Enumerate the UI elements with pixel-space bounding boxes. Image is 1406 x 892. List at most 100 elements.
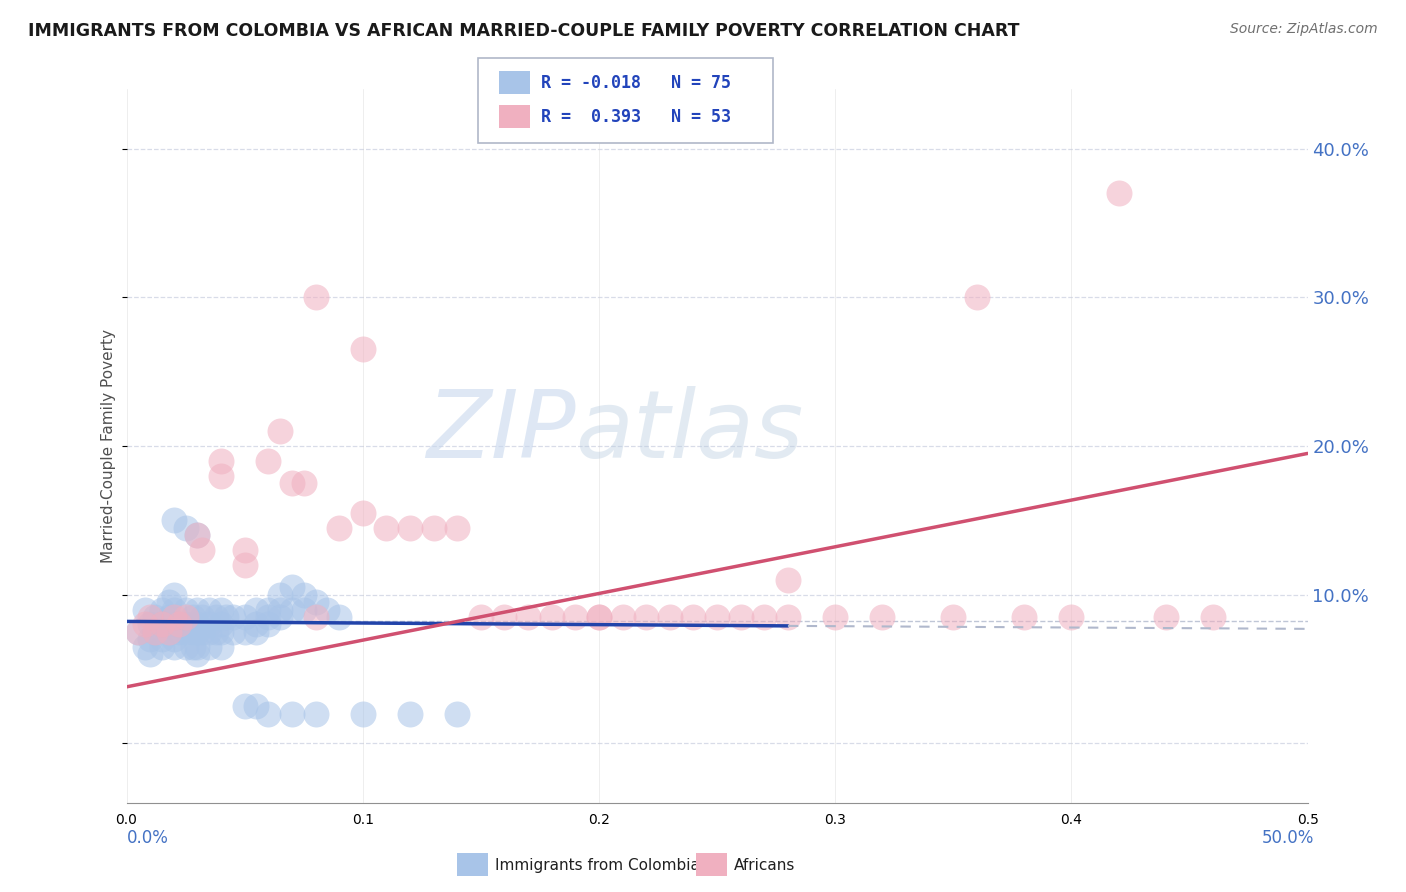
Point xyxy=(198,624,221,639)
Point xyxy=(139,632,162,647)
Point xyxy=(167,624,190,639)
Point xyxy=(198,617,221,632)
Point xyxy=(470,610,492,624)
Point xyxy=(134,602,156,616)
Point xyxy=(134,617,156,632)
Point xyxy=(209,454,232,468)
Point xyxy=(281,476,304,491)
Point xyxy=(245,617,267,632)
Point xyxy=(269,602,291,616)
Point xyxy=(281,602,304,616)
Point xyxy=(186,528,208,542)
Point xyxy=(269,424,291,438)
Point xyxy=(245,602,267,616)
Point xyxy=(186,602,208,616)
Point xyxy=(233,699,256,714)
Point xyxy=(588,610,610,624)
Point xyxy=(399,706,422,721)
Point xyxy=(127,624,149,639)
Point xyxy=(352,706,374,721)
Point xyxy=(257,602,280,616)
Point xyxy=(292,588,315,602)
Point xyxy=(269,610,291,624)
Text: atlas: atlas xyxy=(575,386,804,477)
Point xyxy=(157,610,180,624)
Point xyxy=(612,610,634,624)
Point xyxy=(1012,610,1035,624)
Point xyxy=(257,454,280,468)
Point xyxy=(942,610,965,624)
Point xyxy=(754,610,776,624)
Point xyxy=(163,632,186,647)
Point xyxy=(966,290,988,304)
Text: 50.0%: 50.0% xyxy=(1263,829,1315,847)
Point xyxy=(174,640,197,654)
Point xyxy=(824,610,846,624)
Point xyxy=(174,521,197,535)
Point xyxy=(222,624,245,639)
Point xyxy=(233,624,256,639)
Point xyxy=(150,617,173,632)
Point xyxy=(191,543,214,558)
Point xyxy=(163,602,186,616)
Point xyxy=(257,617,280,632)
Point xyxy=(191,610,214,624)
Point xyxy=(540,610,562,624)
Point xyxy=(706,610,728,624)
Point xyxy=(222,610,245,624)
Text: 0.0%: 0.0% xyxy=(127,829,169,847)
Point xyxy=(281,706,304,721)
Point xyxy=(304,610,326,624)
Text: ZIP: ZIP xyxy=(426,386,575,477)
Text: Africans: Africans xyxy=(734,858,796,872)
Point xyxy=(245,624,267,639)
Point xyxy=(139,617,162,632)
Point xyxy=(174,624,197,639)
Point xyxy=(1202,610,1225,624)
Text: R = -0.018   N = 75: R = -0.018 N = 75 xyxy=(541,74,731,92)
Point xyxy=(257,706,280,721)
Point xyxy=(181,640,204,654)
Point xyxy=(352,506,374,520)
Point xyxy=(157,595,180,609)
Point xyxy=(658,610,681,624)
Point xyxy=(143,610,166,624)
Point xyxy=(446,706,468,721)
Point xyxy=(636,610,658,624)
Point xyxy=(163,640,186,654)
Point xyxy=(269,588,291,602)
Point xyxy=(375,521,398,535)
Point xyxy=(233,558,256,572)
Point xyxy=(191,624,214,639)
Point xyxy=(776,573,799,587)
Point xyxy=(209,640,232,654)
Point xyxy=(205,610,228,624)
Point xyxy=(205,624,228,639)
Point xyxy=(233,610,256,624)
Point xyxy=(292,476,315,491)
Point xyxy=(209,624,232,639)
Point xyxy=(186,528,208,542)
Point xyxy=(588,610,610,624)
Point xyxy=(281,580,304,594)
Point xyxy=(304,706,326,721)
Point xyxy=(245,699,267,714)
Point xyxy=(1154,610,1177,624)
Point xyxy=(150,617,173,632)
Point xyxy=(186,640,208,654)
Point xyxy=(292,602,315,616)
Point xyxy=(150,632,173,647)
Point xyxy=(1060,610,1083,624)
Point xyxy=(186,624,208,639)
Point xyxy=(174,610,197,624)
Text: Immigrants from Colombia: Immigrants from Colombia xyxy=(495,858,700,872)
Point xyxy=(446,521,468,535)
Point xyxy=(198,640,221,654)
Point xyxy=(872,610,894,624)
Point xyxy=(186,647,208,661)
Point xyxy=(127,624,149,639)
Point xyxy=(215,610,238,624)
Point xyxy=(517,610,540,624)
Point xyxy=(174,617,197,632)
Point xyxy=(328,610,350,624)
